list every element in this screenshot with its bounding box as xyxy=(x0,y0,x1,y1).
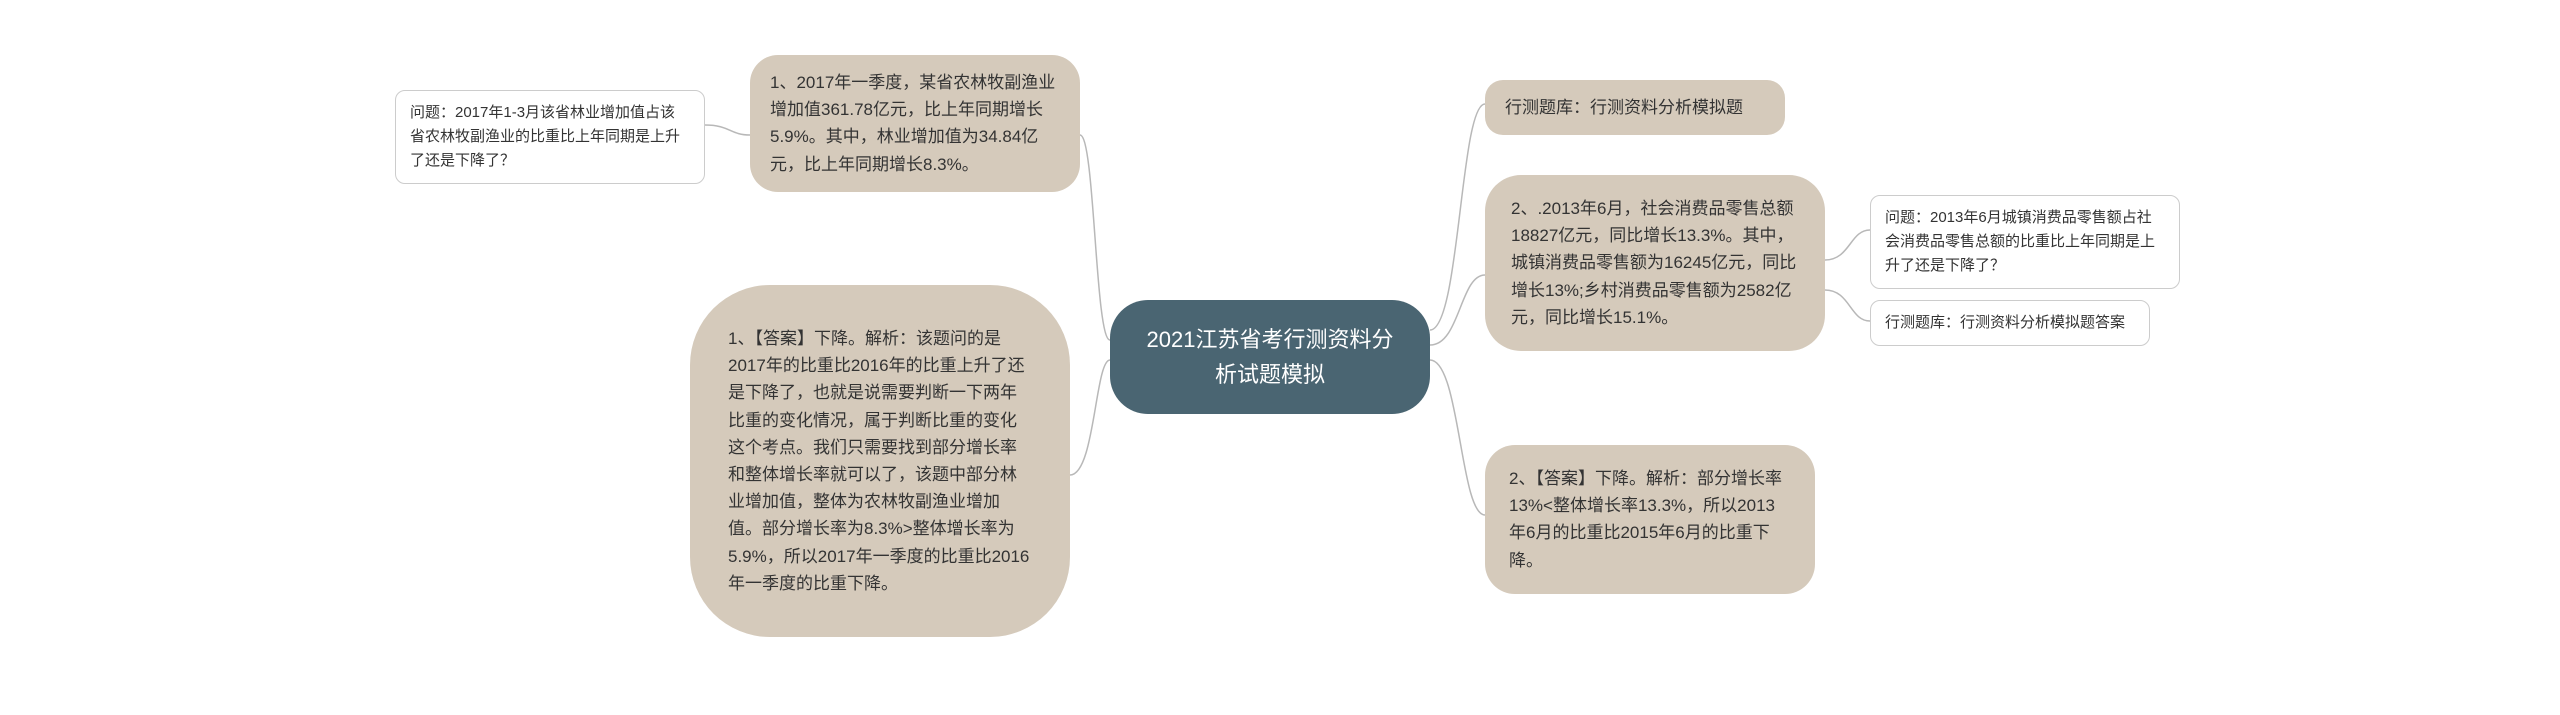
node-text: 问题：2013年6月城镇消费品零售额占社会消费品零售总额的比重比上年同期是上升了… xyxy=(1885,209,2155,274)
edge xyxy=(1430,275,1485,345)
right-node-answer-bank[interactable]: 行测题库：行测资料分析模拟题答案 xyxy=(1870,300,2150,346)
edge xyxy=(1825,290,1870,321)
center-node-text: 2021江苏省考行测资料分析试题模拟 xyxy=(1147,327,1394,387)
left-node-q1-question[interactable]: 问题：2017年1-3月该省林业增加值占该省农林牧副渔业的比重比上年同期是上升了… xyxy=(395,90,705,184)
node-text: 2、【答案】下降。解析：部分增长率13%<整体增长率13.3%，所以2013年6… xyxy=(1509,469,1782,570)
edge xyxy=(705,125,750,135)
node-text: 1、【答案】下降。解析：该题问的是2017年的比重比2016年的比重上升了还是下… xyxy=(728,329,1029,593)
node-text: 2、.2013年6月，社会消费品零售总额18827亿元，同比增长13.3%。其中… xyxy=(1511,199,1796,327)
right-node-bank-title[interactable]: 行测题库：行测资料分析模拟题 xyxy=(1485,80,1785,135)
right-node-q2-passage[interactable]: 2、.2013年6月，社会消费品零售总额18827亿元，同比增长13.3%。其中… xyxy=(1485,175,1825,351)
left-node-q1-answer[interactable]: 1、【答案】下降。解析：该题问的是2017年的比重比2016年的比重上升了还是下… xyxy=(690,285,1070,637)
edge xyxy=(1430,360,1485,515)
right-node-q2-answer[interactable]: 2、【答案】下降。解析：部分增长率13%<整体增长率13.3%，所以2013年6… xyxy=(1485,445,1815,594)
node-text: 1、2017年一季度，某省农林牧副渔业增加值361.78亿元，比上年同期增长5.… xyxy=(770,73,1055,174)
node-text: 行测题库：行测资料分析模拟题 xyxy=(1505,98,1743,117)
left-node-q1-passage[interactable]: 1、2017年一季度，某省农林牧副渔业增加值361.78亿元，比上年同期增长5.… xyxy=(750,55,1080,192)
center-node[interactable]: 2021江苏省考行测资料分析试题模拟 xyxy=(1110,300,1430,414)
edge xyxy=(1070,360,1110,475)
node-text: 行测题库：行测资料分析模拟题答案 xyxy=(1885,314,2125,331)
edge xyxy=(1430,104,1485,330)
node-text: 问题：2017年1-3月该省林业增加值占该省农林牧副渔业的比重比上年同期是上升了… xyxy=(410,104,680,169)
edge xyxy=(1080,135,1110,340)
edge xyxy=(1825,230,1870,260)
right-node-q2-question[interactable]: 问题：2013年6月城镇消费品零售额占社会消费品零售总额的比重比上年同期是上升了… xyxy=(1870,195,2180,289)
